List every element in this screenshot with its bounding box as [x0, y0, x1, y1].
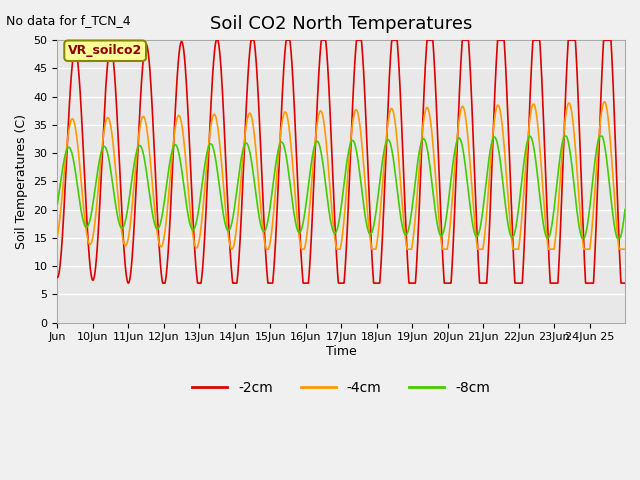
Legend: -2cm, -4cm, -8cm: -2cm, -4cm, -8cm [187, 375, 495, 400]
X-axis label: Time: Time [326, 345, 356, 358]
Y-axis label: Soil Temperatures (C): Soil Temperatures (C) [15, 114, 28, 249]
Text: VR_soilco2: VR_soilco2 [68, 44, 142, 57]
Text: No data for f_TCN_4: No data for f_TCN_4 [6, 14, 131, 27]
Title: Soil CO2 North Temperatures: Soil CO2 North Temperatures [210, 15, 472, 33]
